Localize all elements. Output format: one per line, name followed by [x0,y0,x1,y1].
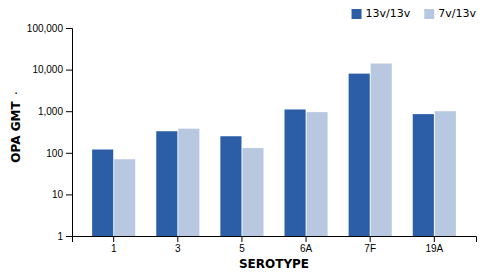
legend-label: 13v/13v [366,7,411,20]
x-tick-mark [113,236,114,242]
y-tick-label: 10,000 [32,64,63,75]
x-tick-label: 7F [364,243,376,254]
x-tick-mark [241,236,242,242]
x-tick-mark [306,236,307,242]
x-tick: 7F [364,236,376,254]
y-tick-label: 100 [46,148,63,159]
y-tick: 100 [46,148,72,159]
y-tick-mark [66,236,72,237]
bar [92,150,113,236]
annotation: . [14,82,18,97]
x-tick-mark [434,236,435,242]
legend-label: 7v/13v [438,7,476,20]
legend-swatch [424,9,434,19]
y-tick-mark [66,153,72,154]
bar [284,109,305,236]
y-tick-mark [66,70,72,71]
legend-item: 13v/13v [352,7,411,20]
legend: 13v/13v 7v/13v [352,7,477,20]
y-axis-title: OPA GMT [9,101,23,163]
bar [413,114,434,236]
y-tick: 10,000 [32,64,72,75]
bar [220,136,241,236]
x-tick-mark [370,236,371,242]
bar-series [114,64,456,236]
y-tick-label: 100,000 [27,23,64,34]
legend-swatch [352,9,362,19]
x-tick-mark [177,236,178,242]
y-tick-mark [66,194,72,195]
y-tick-label: 10 [52,189,64,200]
y-axis-line [66,29,73,237]
y-tick: 100,000 [27,23,72,34]
bar [114,159,135,236]
x-axis-line [73,237,477,243]
bar [349,74,370,236]
x-axis: 1 3 5 6A 7F 19A [73,236,477,254]
x-tick-label: 6A [300,243,313,254]
x-tick: 6A [300,236,313,254]
y-tick: 10 [52,189,72,200]
x-tick: 19A [425,236,443,254]
bar [307,112,328,236]
y-tick-mark [66,111,72,112]
y-axis: 1 10 100 1,000 10,000 100,000 [27,23,73,242]
x-tick: 3 [175,236,181,254]
y-tick-label: 1,000 [38,106,63,117]
bar [242,148,263,236]
bar [371,64,392,236]
x-axis-title: SEROTYPE [239,257,309,271]
bar [435,111,456,236]
x-tick: 5 [239,236,245,254]
plot: 1 10 100 1,000 10,000 100,000 1 3 5 6A 7F 19A [27,23,477,254]
y-tick-mark [66,28,72,29]
x-tick-label: 5 [239,243,245,254]
x-tick: 1 [111,236,117,254]
chart: 1 10 100 1,000 10,000 100,000 1 3 5 6A 7F 19A SEROTY… [0,0,488,276]
legend-item: 7v/13v [424,7,476,20]
y-tick-label: 1 [57,231,63,242]
bars [92,64,456,236]
y-tick: 1 [57,231,72,242]
bar [178,129,199,236]
x-tick-label: 1 [111,243,117,254]
x-tick-label: 19A [425,243,443,254]
bar [156,131,177,236]
x-tick-label: 3 [175,243,181,254]
y-tick: 1,000 [38,106,72,117]
